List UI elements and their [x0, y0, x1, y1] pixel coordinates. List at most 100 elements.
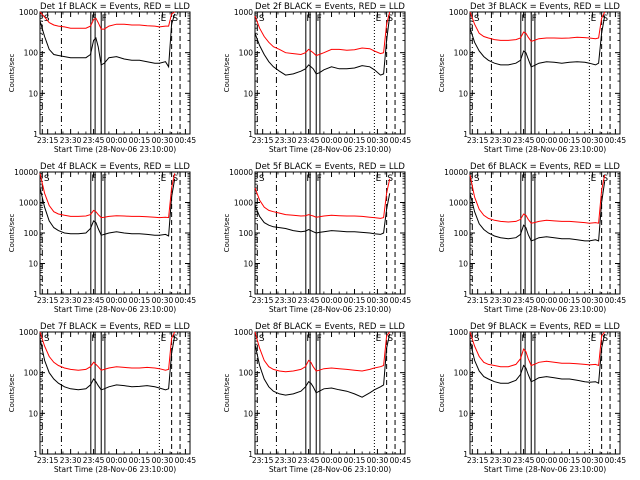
x-tick-label: 00:15 [344, 136, 366, 145]
x-tick-label: 00:30 [152, 456, 174, 465]
y-tick-label: 1000 [234, 199, 253, 208]
y-tick-label: 100 [454, 369, 469, 378]
y-tick-label: 1000 [19, 199, 38, 208]
marker-f-2: F [317, 174, 322, 184]
x-tick-label: 00:00 [321, 296, 343, 305]
x-tick-label: 23:30 [60, 296, 82, 305]
x-axis-label: Start Time (28-Nov-06 23:10:00) [54, 305, 176, 314]
series-lld-line [469, 11, 606, 42]
x-tick-label: 23:30 [275, 296, 297, 305]
marker-s-start: S [259, 174, 265, 184]
y-tick-label: 10 [458, 89, 468, 98]
x-tick-label: 00:30 [582, 456, 604, 465]
plot-frame [254, 331, 406, 455]
x-tick-label: 00:15 [129, 136, 151, 145]
x-tick-label: 00:00 [321, 456, 343, 465]
x-tick-label: 00:30 [582, 136, 604, 145]
x-tick-label: 23:30 [275, 456, 297, 465]
series-events-line [254, 333, 391, 398]
y-tick-label: 10000 [229, 168, 253, 177]
x-tick-label: 23:45 [513, 456, 535, 465]
y-tick-label: 1 [248, 290, 253, 299]
marker-s-end: S [602, 14, 608, 24]
x-tick-label: 23:45 [83, 456, 105, 465]
detector-panel-6: Det 6f BLACK = Events, RED = LLD 1 10 100 10… [438, 162, 626, 314]
x-tick-label: 23:30 [60, 456, 82, 465]
x-tick-label: 00:00 [536, 136, 558, 145]
series-events-line [469, 181, 606, 242]
x-tick-label: 00:45 [175, 136, 197, 145]
detector-panel-5: Det 5f BLACK = Events, RED = LLD 1 10 100 10… [223, 162, 411, 314]
detector-panel-8: Det 8f BLACK = Events, RED = LLD 1 10 100 10… [223, 322, 411, 474]
y-tick-label: 100 [24, 49, 39, 58]
x-tick-label: 23:15 [467, 456, 489, 465]
marker-s-start: S [259, 14, 265, 24]
y-tick-label: 10000 [444, 168, 468, 177]
x-tick-label: 00:15 [559, 136, 581, 145]
marker-f-1: F [521, 334, 526, 344]
marker-e: E [591, 174, 597, 184]
x-tick-label: 00:15 [559, 456, 581, 465]
x-tick-label: 23:30 [490, 296, 512, 305]
marker-f-2: F [317, 14, 322, 24]
y-tick-label: 10 [243, 260, 253, 269]
x-tick-label: 00:00 [106, 136, 128, 145]
panel-title: Det 1f BLACK = Events, RED = LLD [40, 2, 190, 12]
marker-f-2: F [102, 174, 107, 184]
marker-f-2: F [102, 14, 107, 24]
series-events-line [469, 333, 606, 384]
x-tick-label: 23:30 [490, 136, 512, 145]
x-tick-label: 23:45 [513, 136, 535, 145]
x-tick-label: 00:45 [605, 296, 627, 305]
x-tick-label: 23:30 [275, 136, 297, 145]
x-tick-label: 23:15 [37, 136, 59, 145]
x-tick-label: 00:00 [536, 296, 558, 305]
series-events-line [39, 13, 176, 69]
series-lld-line [39, 331, 176, 371]
marker-e: E [161, 174, 167, 184]
series-events-line [39, 335, 176, 391]
series-events-line [39, 178, 176, 237]
x-tick-label: 00:15 [344, 296, 366, 305]
series-events-line [254, 193, 391, 235]
detector-panel-7: Det 7f BLACK = Events, RED = LLD 1 10 100 10… [8, 322, 196, 474]
x-axis-label: Start Time (28-Nov-06 23:10:00) [484, 305, 606, 314]
series-lld-line [469, 174, 606, 224]
x-tick-label: 23:30 [60, 136, 82, 145]
panel-title: Det 5f BLACK = Events, RED = LLD [255, 162, 405, 172]
y-tick-label: 1 [463, 450, 468, 459]
x-tick-label: 00:15 [344, 456, 366, 465]
marker-s-end: S [387, 14, 393, 24]
marker-s-start: S [474, 174, 480, 184]
marker-s-start: S [44, 174, 50, 184]
x-axis-label: Start Time (28-Nov-06 23:10:00) [269, 305, 391, 314]
y-axis-label: Counts/sec [223, 374, 231, 413]
y-axis-label: Counts/sec [438, 374, 446, 413]
x-tick-label: 23:45 [298, 136, 320, 145]
y-tick-label: 1 [33, 130, 38, 139]
y-tick-label: 1 [463, 130, 468, 139]
marker-s-start: S [474, 334, 480, 344]
y-tick-label: 1000 [234, 328, 253, 337]
x-axis-label: Start Time (28-Nov-06 23:10:00) [54, 465, 176, 474]
detector-panel-2: Det 2f BLACK = Events, RED = LLD 1 10 100 10… [223, 2, 411, 154]
y-tick-label: 1 [248, 130, 253, 139]
x-tick-label: 23:15 [252, 136, 274, 145]
y-tick-label: 10 [28, 260, 38, 269]
plot-frame [469, 331, 621, 455]
series-lld-line [39, 173, 176, 219]
plot-frame [254, 11, 406, 135]
y-tick-label: 10 [243, 89, 253, 98]
x-tick-label: 23:15 [37, 296, 59, 305]
panel-title: Det 8f BLACK = Events, RED = LLD [255, 322, 405, 332]
series-events-line [469, 15, 606, 68]
plot-frame [469, 171, 621, 295]
y-tick-label: 1000 [19, 328, 38, 337]
marker-f-1: F [91, 174, 96, 184]
x-tick-label: 23:15 [37, 456, 59, 465]
y-tick-label: 10 [28, 89, 38, 98]
x-tick-label: 00:45 [390, 136, 412, 145]
plot-frame [469, 11, 621, 135]
detector-panel-3: Det 3f BLACK = Events, RED = LLD 1 10 100 10… [438, 2, 626, 154]
marker-s-end: S [172, 174, 178, 184]
